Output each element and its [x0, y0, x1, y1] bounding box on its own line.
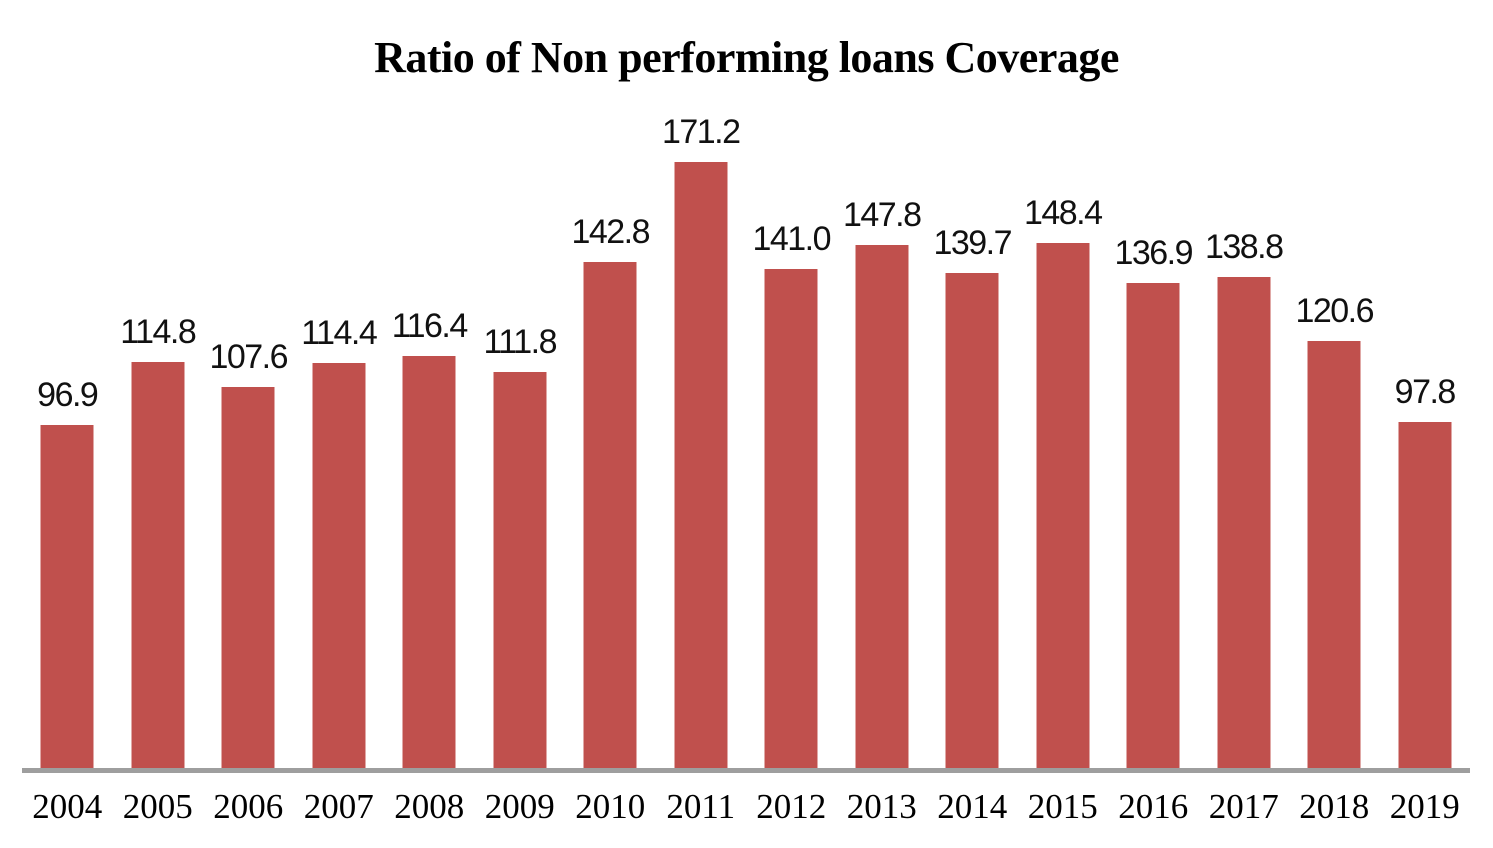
bar-value-label: 142.8 — [571, 212, 650, 251]
bar-slot: 139.7 — [927, 0, 1018, 768]
bar — [493, 372, 547, 768]
x-axis-line — [22, 768, 1470, 773]
x-axis-tick-label: 2012 — [756, 787, 827, 826]
bar — [583, 262, 637, 768]
bar-slot: 97.8 — [1380, 0, 1471, 768]
bar-slot: 96.9 — [22, 0, 113, 768]
chart-title: Ratio of Non performing loans Coverage — [374, 33, 1119, 82]
x-axis-tick-label: 2018 — [1299, 787, 1370, 826]
bar-slot: 116.4 — [384, 0, 475, 768]
bar-value-label: 114.8 — [120, 312, 197, 351]
bar-value-label: 96.9 — [37, 375, 99, 414]
x-axis-tick-label: 2019 — [1389, 787, 1460, 826]
bar-slot: 114.8 — [113, 0, 204, 768]
x-axis-tick-label: 2013 — [846, 787, 917, 826]
bar-slot: 148.4 — [1018, 0, 1109, 768]
bar — [945, 273, 999, 768]
bar-value-label: 97.8 — [1394, 372, 1457, 411]
bar — [1126, 283, 1180, 768]
x-axis-tick-label: 2011 — [666, 787, 736, 826]
x-axis-tick-label: 2010 — [575, 787, 646, 826]
x-axis-tick-label: 2015 — [1027, 787, 1098, 826]
bar-value-label: 111.8 — [483, 322, 557, 361]
bar-value-label: 114.4 — [301, 313, 378, 352]
bar-slot: 138.8 — [1199, 0, 1290, 768]
bar — [764, 269, 818, 768]
bar-slot: 120.6 — [1289, 0, 1380, 768]
x-axis-tick-label: 2007 — [303, 787, 374, 826]
bar-value-label: 139.7 — [933, 223, 1012, 262]
bar-slot: 141.0 — [746, 0, 837, 768]
x-axis-tick-label: 2009 — [484, 787, 555, 826]
bar — [402, 356, 456, 768]
bar-slot: 107.6 — [203, 0, 294, 768]
bar — [855, 245, 909, 768]
bar-slot: 142.8 — [565, 0, 656, 768]
bar-value-label: 120.6 — [1295, 291, 1374, 330]
bar — [221, 387, 275, 768]
bar-value-label: 136.9 — [1114, 233, 1193, 272]
bar — [40, 425, 94, 768]
bar — [1398, 422, 1452, 768]
bar-value-label: 147.8 — [842, 195, 922, 234]
bar — [312, 363, 366, 768]
x-axis-tick-label: 2008 — [394, 787, 465, 826]
bar-slot: 114.4 — [294, 0, 385, 768]
bar-value-label: 107.6 — [209, 337, 288, 376]
x-axis-labels: 2004 2005 2006 2007 2008 2009 2010 2011 2012 2013… — [22, 786, 1470, 828]
x-axis-tick-label: 2016 — [1118, 787, 1189, 826]
bar — [1217, 277, 1271, 768]
bar — [1036, 243, 1090, 768]
x-axis-tick-label: 2017 — [1208, 787, 1279, 826]
x-axis-tick-label: 2004 — [32, 787, 103, 826]
bar-value-label: 148.4 — [1023, 193, 1103, 232]
bar-slot: 136.9 — [1108, 0, 1199, 768]
bar — [1307, 341, 1361, 768]
bar-value-label: 141.0 — [752, 219, 831, 258]
x-axis-tick-label: 2005 — [122, 787, 193, 826]
bar-slot: 171.2 — [656, 0, 747, 768]
bars-container: 96.9 114.8 107.6 114.4 116.4 111.8 142.8 171.2 1… — [22, 0, 1470, 768]
bar — [674, 162, 728, 768]
bar — [131, 362, 185, 768]
x-axis-tick-label: 2014 — [937, 787, 1008, 826]
bar-value-label: 116.4 — [391, 306, 469, 345]
bar-slot: 147.8 — [837, 0, 928, 768]
x-axis-tick-label: 2006 — [213, 787, 284, 826]
bar-value-label: 138.8 — [1204, 227, 1284, 266]
plot-area: 96.9 114.8 107.6 114.4 116.4 111.8 142.8 171.2 1… — [22, 0, 1470, 768]
bar-value-label: 171.2 — [661, 112, 741, 151]
bar-slot: 111.8 — [475, 0, 566, 768]
